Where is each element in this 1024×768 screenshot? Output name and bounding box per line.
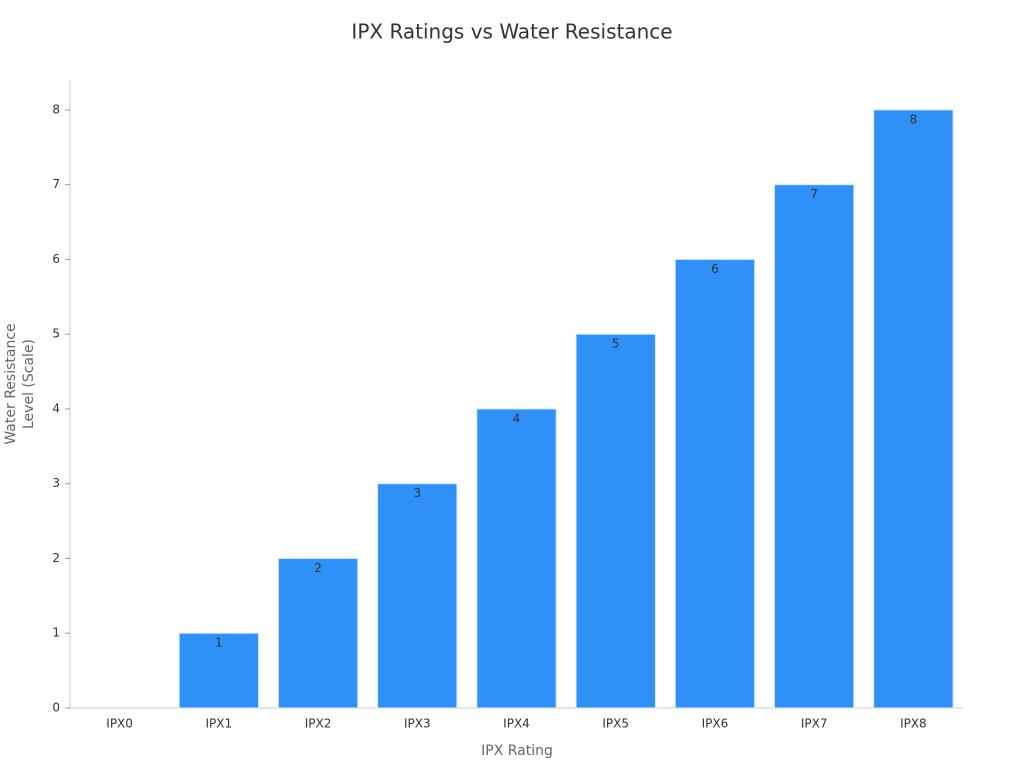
x-tick-label: IPX4 — [503, 717, 530, 731]
y-tick-label: 6 — [52, 252, 60, 266]
data-label: 2 — [314, 561, 322, 575]
data-label: 1 — [215, 636, 223, 650]
data-label: 8 — [910, 112, 918, 126]
y-tick-label: 2 — [52, 551, 60, 565]
x-tick-label: IPX0 — [106, 717, 133, 731]
data-label: 7 — [810, 187, 818, 201]
data-label: 5 — [612, 337, 620, 351]
x-tick-label: IPX2 — [305, 717, 332, 731]
bar — [277, 557, 359, 709]
x-tick-label: IPX6 — [702, 717, 729, 731]
y-tick-label: 7 — [52, 177, 60, 191]
y-axis-label: Water Resistance Level (Scale) — [3, 323, 37, 445]
bar — [773, 184, 855, 709]
chart-title: IPX Ratings vs Water Resistance — [351, 20, 672, 44]
y-tick-label: 3 — [52, 476, 60, 490]
y-tick-label: 0 — [52, 701, 60, 715]
y-tick-label: 5 — [52, 327, 60, 341]
x-tick-label: IPX8 — [900, 717, 927, 731]
x-tick-label: IPX3 — [404, 717, 431, 731]
y-tick-label: 4 — [52, 401, 60, 415]
data-label: 4 — [513, 411, 521, 425]
bar — [476, 408, 557, 709]
x-tick-label: IPX7 — [801, 717, 828, 731]
bar — [674, 258, 756, 709]
x-tick-label: IPX1 — [206, 717, 233, 731]
data-label: 3 — [413, 486, 421, 500]
data-label: 6 — [711, 262, 719, 276]
x-tick-label: IPX5 — [602, 717, 629, 731]
bar — [575, 333, 656, 709]
x-axis-label: IPX Rating — [481, 743, 553, 759]
y-tick-label: 1 — [52, 626, 60, 640]
bar — [377, 483, 458, 709]
bar — [873, 109, 954, 709]
bar — [178, 632, 260, 709]
y-tick-label: 8 — [52, 102, 60, 116]
